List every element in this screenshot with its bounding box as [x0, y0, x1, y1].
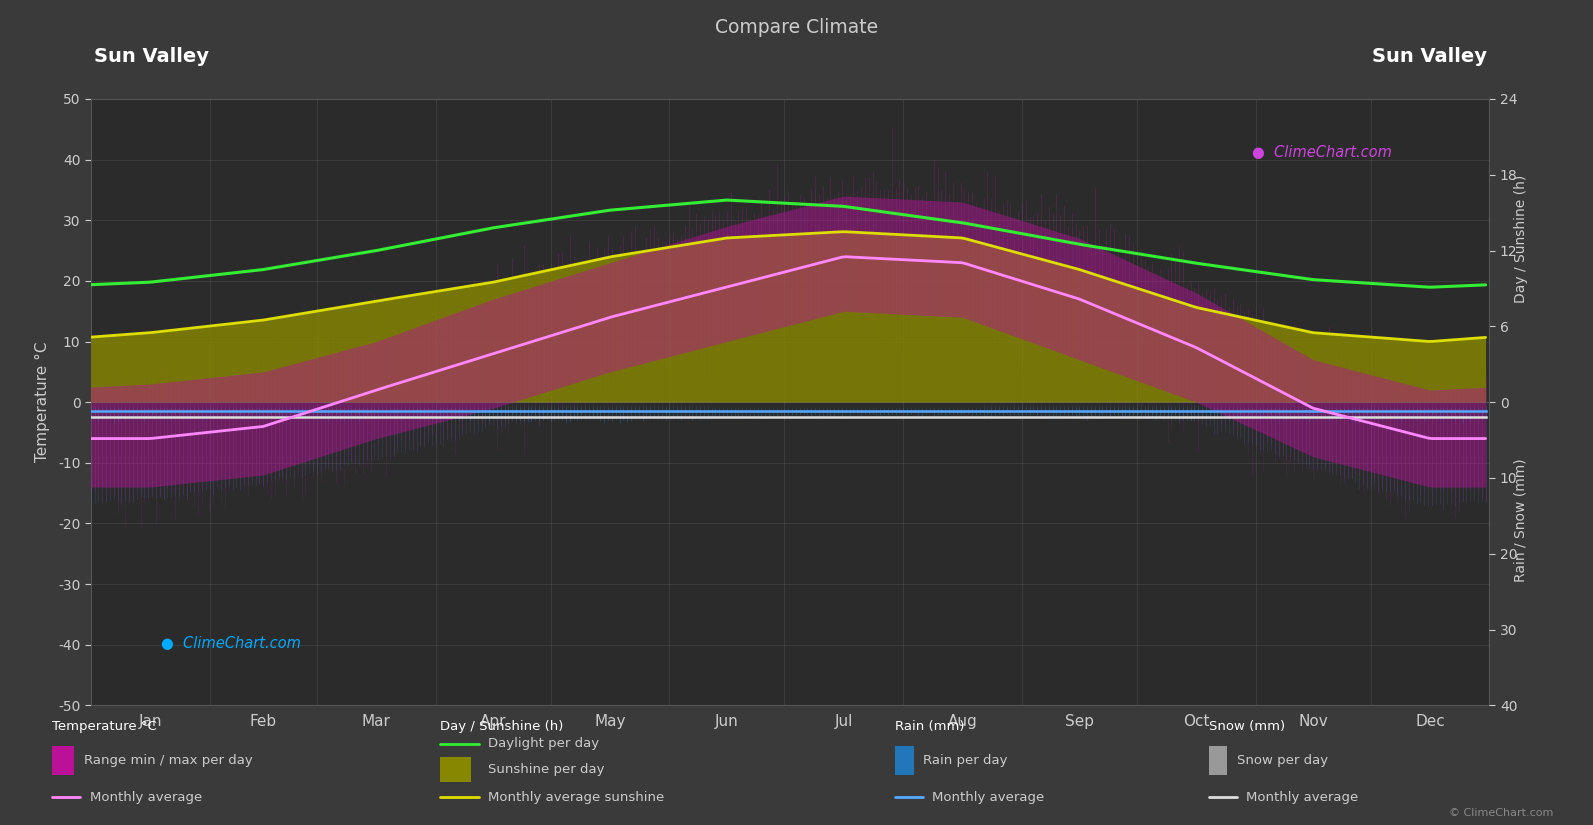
Text: Sun Valley: Sun Valley [94, 47, 209, 66]
Text: © ClimeChart.com: © ClimeChart.com [1450, 808, 1553, 818]
Bar [53, 746, 75, 775]
Text: Compare Climate: Compare Climate [715, 18, 878, 37]
Y-axis label: Temperature °C: Temperature °C [35, 342, 49, 463]
Text: Sun Valley: Sun Valley [1372, 47, 1486, 66]
Text: Range min / max per day: Range min / max per day [83, 754, 252, 767]
Text: ●  ClimeChart.com: ● ClimeChart.com [1252, 144, 1392, 159]
Bar [1209, 746, 1227, 775]
Text: Monthly average sunshine: Monthly average sunshine [489, 790, 664, 804]
Text: Sunshine per day: Sunshine per day [489, 763, 605, 775]
Text: Rain (mm): Rain (mm) [895, 720, 964, 733]
Text: Rain / Snow (mm): Rain / Snow (mm) [1513, 458, 1528, 582]
Text: Snow (mm): Snow (mm) [1209, 720, 1284, 733]
Text: Snow per day: Snow per day [1236, 754, 1329, 767]
Text: Temperature °C: Temperature °C [53, 720, 156, 733]
Text: Monthly average: Monthly average [1246, 790, 1359, 804]
Bar [440, 757, 472, 781]
Text: Monthly average: Monthly average [89, 790, 202, 804]
Text: Rain per day: Rain per day [922, 754, 1007, 767]
Text: Day / Sunshine (h): Day / Sunshine (h) [440, 720, 562, 733]
Text: ●  ClimeChart.com: ● ClimeChart.com [161, 636, 301, 651]
Bar [895, 746, 913, 775]
Text: Monthly average: Monthly average [932, 790, 1045, 804]
Text: Daylight per day: Daylight per day [489, 738, 599, 750]
Text: Day / Sunshine (h): Day / Sunshine (h) [1513, 175, 1528, 304]
